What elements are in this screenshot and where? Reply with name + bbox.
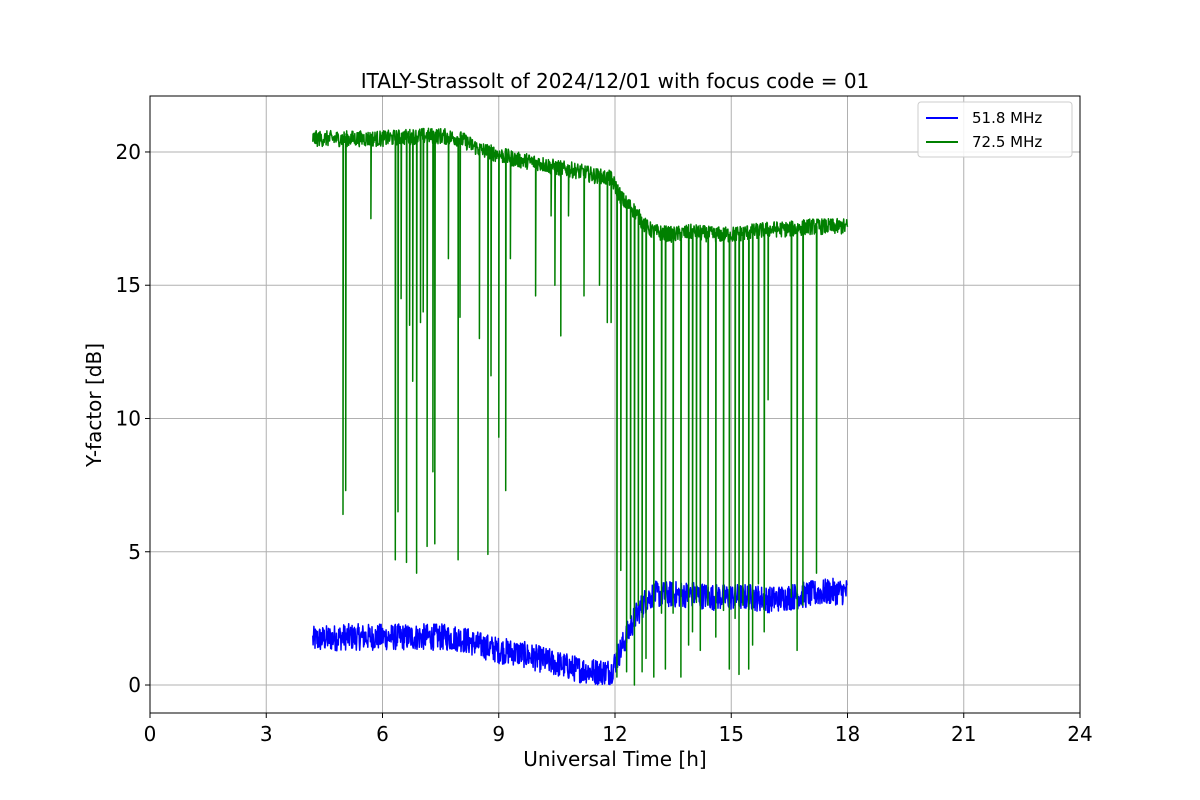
- x-tick-label: 6: [376, 722, 389, 746]
- x-tick-label: 18: [835, 722, 860, 746]
- legend-label: 72.5 MHz: [972, 133, 1042, 151]
- x-tick-label: 15: [719, 722, 744, 746]
- chart-title: ITALY-Strassolt of 2024/12/01 with focus…: [361, 69, 870, 93]
- x-tick-label: 21: [951, 722, 976, 746]
- legend-box: [917, 101, 1073, 158]
- y-tick-label: 10: [116, 406, 141, 430]
- y-tick-label: 5: [128, 540, 141, 564]
- y-axis-label: Y-factor [dB]: [82, 343, 106, 468]
- x-axis: 0 3 6 9 12 15 18 21 24: [144, 713, 1093, 746]
- series-line-1: [312, 577, 848, 686]
- legend: 51.8 MHz 72.5 MHz: [917, 101, 1073, 158]
- series-layer: [312, 127, 849, 686]
- x-tick-label: 0: [144, 722, 157, 746]
- x-axis-label: Universal Time [h]: [523, 747, 706, 771]
- y-tick-label: 0: [128, 673, 141, 697]
- x-tick-label: 3: [260, 722, 273, 746]
- x-tick-label: 12: [602, 722, 627, 746]
- y-tick-label: 15: [116, 273, 141, 297]
- y-axis: 0 5 10 15 20: [116, 140, 150, 697]
- legend-label: 51.8 MHz: [972, 109, 1042, 127]
- x-tick-label: 9: [492, 722, 505, 746]
- series-line-2: [312, 127, 849, 686]
- y-tick-label: 20: [116, 140, 141, 164]
- x-tick-label: 24: [1067, 722, 1092, 746]
